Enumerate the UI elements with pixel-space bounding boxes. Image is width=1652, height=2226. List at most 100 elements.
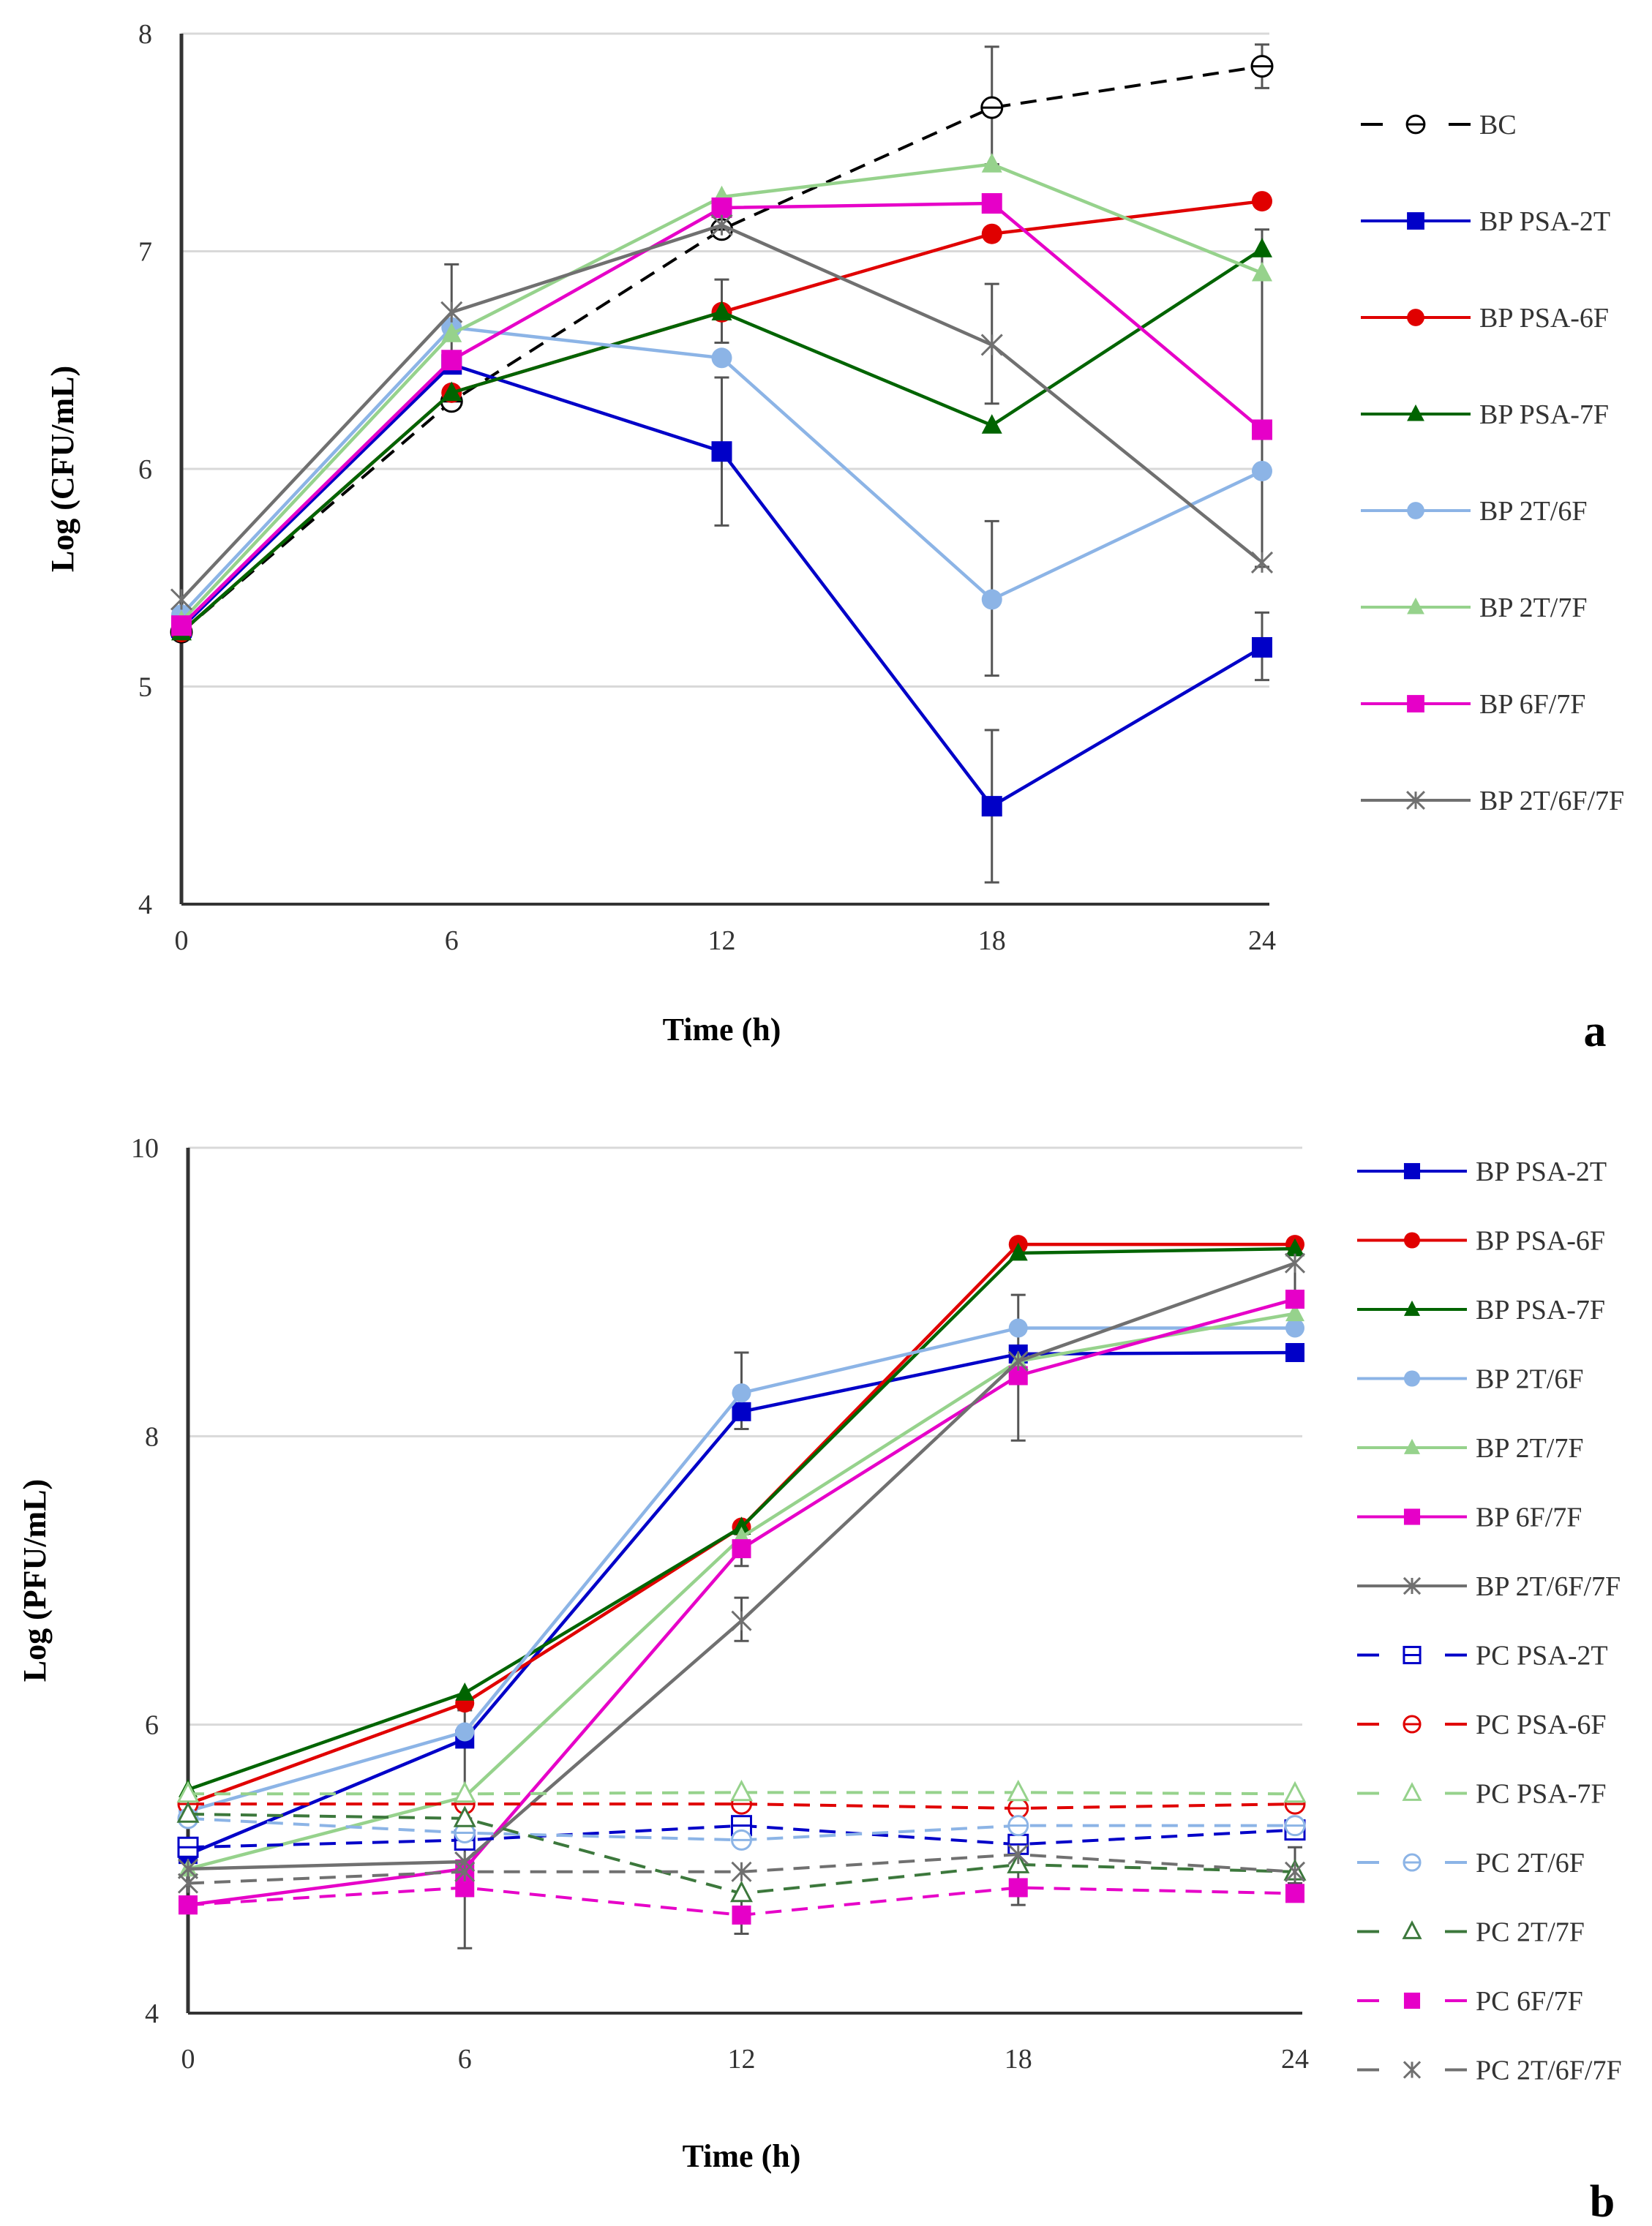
data-point <box>731 1610 752 1631</box>
legend-marker <box>1403 1370 1421 1387</box>
marker-triangle-open <box>453 1805 476 1827</box>
y-axis-label: Log (CFU/mL) <box>45 366 80 572</box>
marker-square <box>179 1895 198 1915</box>
data-point <box>730 1779 753 1802</box>
legend-label: PC 2T/6F/7F <box>1476 2056 1622 2086</box>
y-tick-label: 6 <box>145 1710 159 1741</box>
marker-square <box>1407 695 1424 712</box>
marker-square <box>981 193 1002 214</box>
marker-triangle <box>1403 1438 1421 1454</box>
data-point <box>710 214 733 236</box>
marker-square <box>441 350 462 371</box>
data-point <box>453 1781 476 1803</box>
data-point <box>1285 1884 1304 1903</box>
x-tick-label: 0 <box>181 2044 195 2075</box>
data-point <box>981 796 1002 817</box>
legend-marker <box>1403 1300 1421 1316</box>
data-point <box>1284 1815 1306 1837</box>
marker-circle <box>711 347 732 369</box>
series-pc-2t-6f <box>177 1808 1306 1851</box>
data-point <box>711 301 732 320</box>
marker-triangle <box>1407 597 1424 614</box>
marker-square <box>1403 1508 1421 1525</box>
legend-label: PC PSA-6F <box>1476 1710 1606 1740</box>
x-axis-label: Time (h) <box>683 2138 801 2174</box>
data-point <box>1008 1878 1028 1898</box>
x-tick-label: 24 <box>1281 2044 1309 2075</box>
legend-label: BP 2T/6F <box>1479 496 1587 527</box>
marker-triangle <box>441 323 462 342</box>
legend-marker <box>1403 1992 1421 2009</box>
data-point <box>981 223 1002 244</box>
x-tick-label: 24 <box>1248 925 1276 956</box>
marker-triangle <box>1252 238 1272 257</box>
legend-label: BP PSA-6F <box>1479 303 1609 334</box>
marker-triangle <box>455 1682 475 1701</box>
y-axis-label: Log (PFU/mL) <box>17 1479 53 1682</box>
y-tick-label: 10 <box>131 1133 159 1164</box>
data-point <box>980 334 1003 356</box>
data-point <box>177 1873 199 1894</box>
data-point <box>981 193 1002 214</box>
data-point <box>1284 1252 1306 1274</box>
data-point <box>1252 419 1272 440</box>
y-tick-label: 5 <box>138 672 152 703</box>
marker-triangle-open <box>730 1779 753 1802</box>
legend-label: BP 2T/7F <box>1476 1433 1583 1464</box>
legend-label: PC 6F/7F <box>1476 1986 1583 2017</box>
marker-square <box>1008 1878 1028 1898</box>
legend-item-bp-psa-7f: BP PSA-7F <box>1361 399 1609 430</box>
marker-triangle-open <box>176 1801 200 1823</box>
data-point <box>1007 1844 1029 1865</box>
marker-triangle <box>732 1516 751 1535</box>
legend-item-pc-2t-6f-7f: PC 2T/6F/7F <box>1357 2056 1622 2086</box>
legend-item-bp-6f-7f: BP 6F/7F <box>1357 1503 1582 1533</box>
legend-label: BP PSA-6F <box>1476 1226 1605 1257</box>
legend-label: BP 2T/6F/7F <box>1476 1571 1621 1602</box>
x-axis-label: Time (h) <box>663 1012 781 1048</box>
data-point <box>454 1822 476 1844</box>
marker-triangle-open <box>1007 1779 1030 1802</box>
legend-item-bp-psa-7f: BP PSA-7F <box>1357 1295 1605 1326</box>
legend-item-bp-psa-2t: BP PSA-2T <box>1361 206 1610 237</box>
marker-star <box>1284 1861 1306 1882</box>
legend-item-bp-psa-6f: BP PSA-6F <box>1361 303 1609 334</box>
data-point <box>453 1805 476 1827</box>
data-point <box>711 347 732 369</box>
data-point <box>170 588 193 611</box>
chart-b: 4 6 8 10 0 6 12 18 24 Time (h) Log (PFU/mL) b BP PSA… <box>17 1133 1622 2226</box>
data-point <box>1252 636 1272 658</box>
legend-marker <box>1407 212 1424 230</box>
series-line <box>180 64 1263 633</box>
data-point <box>1008 1318 1028 1338</box>
marker-triangle <box>1252 261 1272 282</box>
marker-square <box>981 796 1002 817</box>
marker-star <box>1250 551 1274 574</box>
marker-square <box>1403 1992 1421 2009</box>
x-tick-label: 18 <box>978 925 1006 956</box>
marker-square <box>1285 1884 1304 1903</box>
data-point <box>732 1402 751 1421</box>
marker-star <box>731 1861 752 1882</box>
marker-circle <box>1403 1232 1421 1249</box>
marker-triangle-open <box>1402 1782 1422 1801</box>
marker-square <box>732 1539 751 1559</box>
y-tick-label: 8 <box>138 19 152 50</box>
marker-star <box>710 214 733 236</box>
marker-circle <box>981 589 1002 610</box>
marker-star <box>1403 1576 1422 1595</box>
data-point <box>179 1895 198 1915</box>
chart-a: 4 5 6 7 8 0 6 12 18 24 Time (h) Log (CFU/mL) a BC BP P… <box>45 19 1624 1056</box>
data-point <box>1283 1781 1307 1803</box>
data-point <box>441 323 462 342</box>
marker-triangle <box>981 414 1002 434</box>
data-point <box>1285 1290 1304 1309</box>
data-point <box>1250 551 1274 574</box>
legend-marker <box>1403 1715 1422 1734</box>
data-point <box>455 1722 475 1742</box>
marker-star <box>980 334 1003 356</box>
legend-marker <box>1407 404 1424 421</box>
marker-square <box>1285 1342 1304 1362</box>
data-point <box>732 1539 751 1559</box>
